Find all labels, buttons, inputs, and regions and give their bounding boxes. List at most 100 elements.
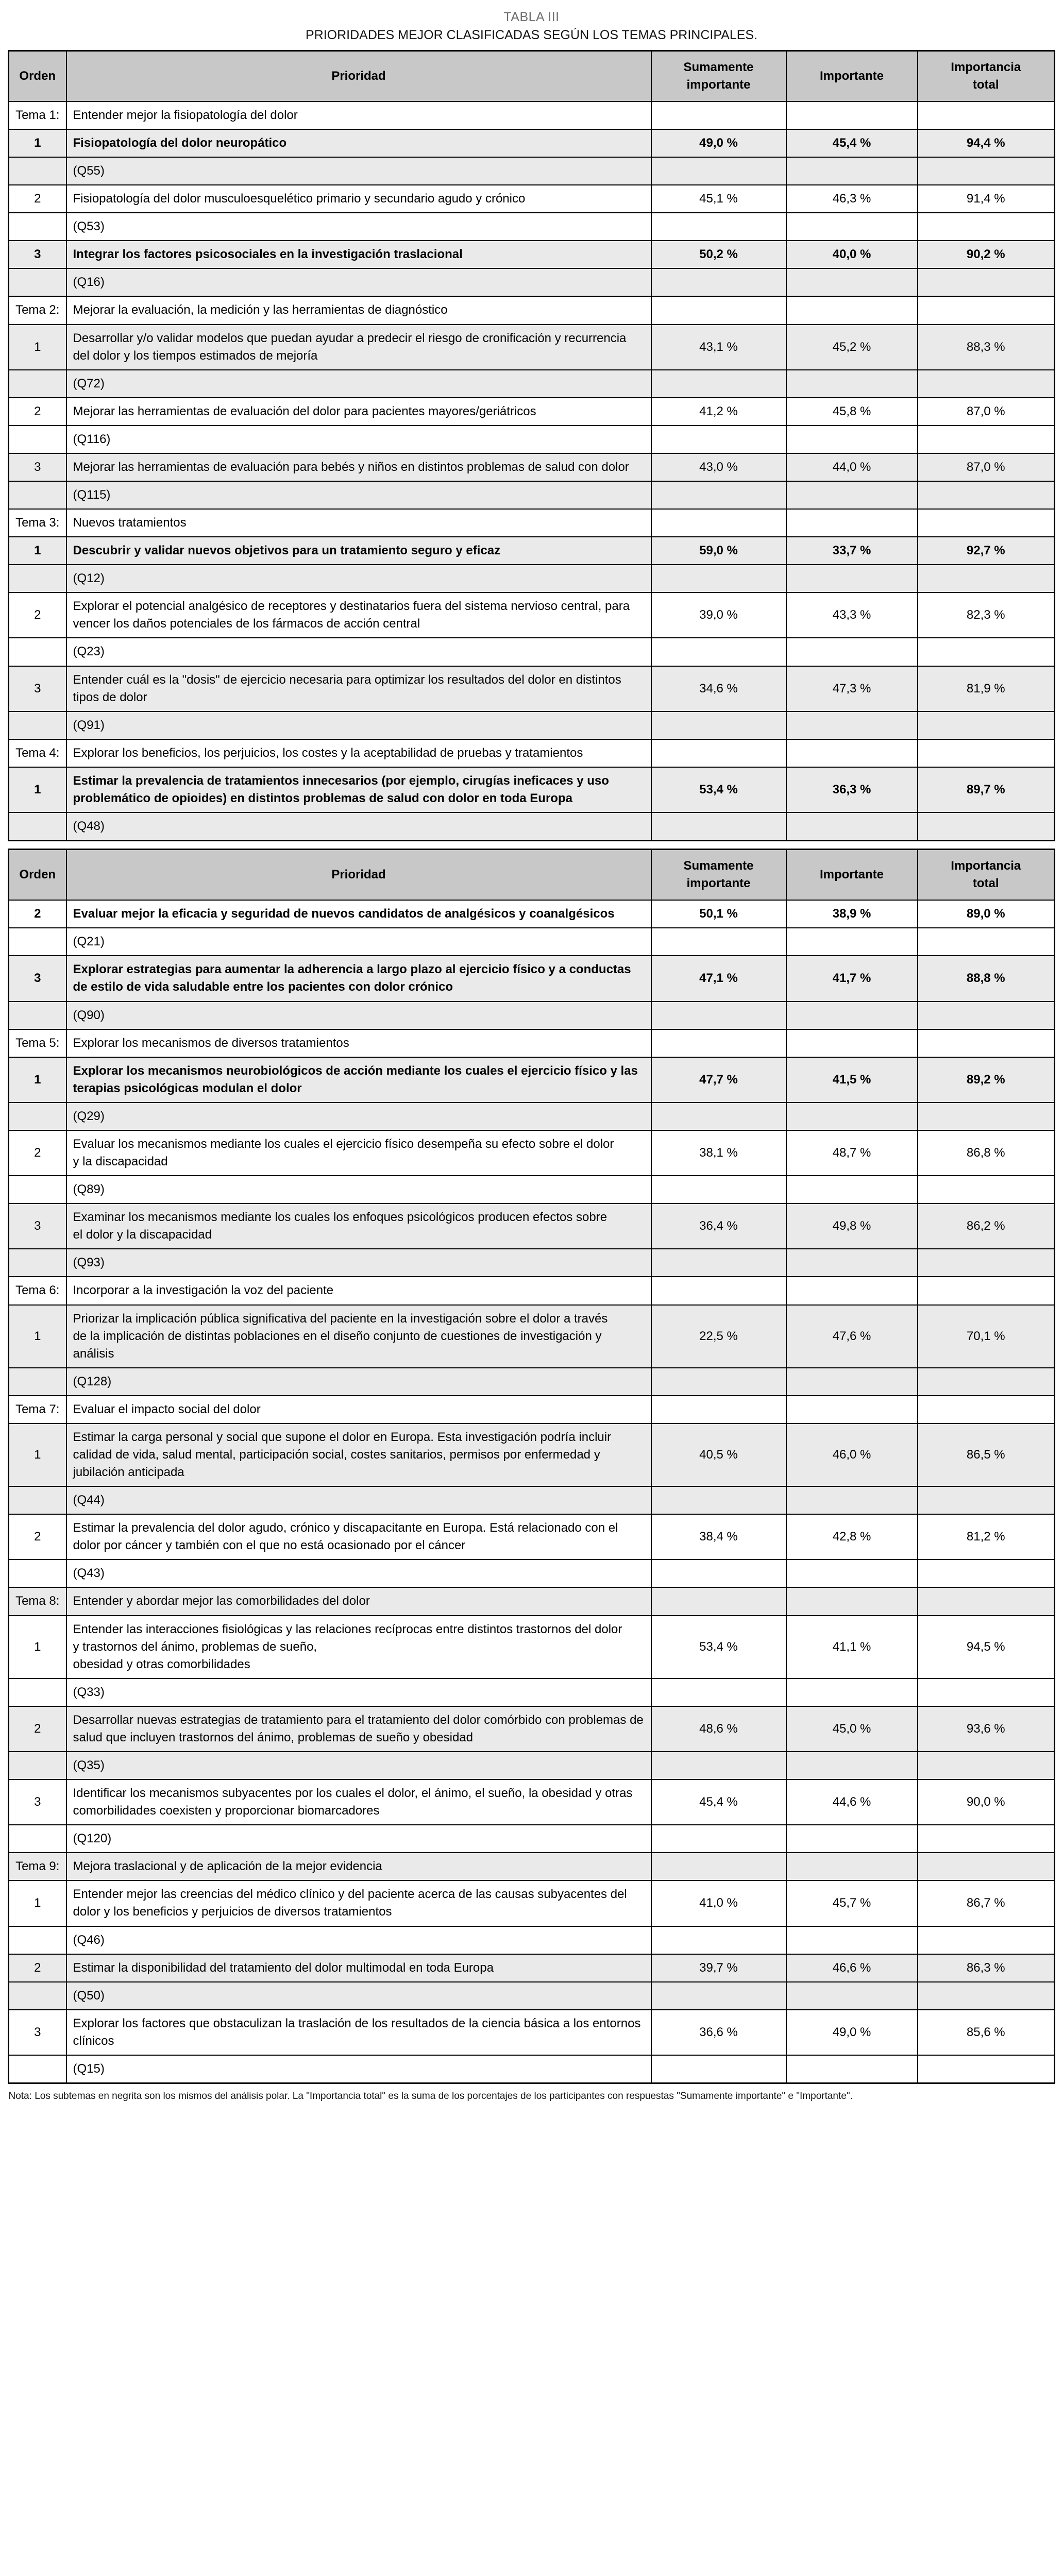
cell-importancia-total <box>917 212 1055 242</box>
table-header-row: Orden Prioridad Sumamente importante Imp… <box>8 849 1055 901</box>
cell-importante: 44,0 % <box>785 452 918 482</box>
cell-importancia-total <box>917 1395 1055 1424</box>
cell-sumamente-importante <box>650 296 787 325</box>
cell-prioridad: Desarrollar y/o validar modelos que pued… <box>65 324 652 370</box>
column-header-importante: Importante <box>785 849 918 901</box>
cell-prioridad: (Q55) <box>65 157 652 186</box>
cell-importancia-total <box>917 1276 1055 1306</box>
question-ref-row: (Q89) <box>8 1175 1055 1205</box>
cell-sumamente-importante <box>650 480 787 510</box>
cell-sumamente-importante <box>650 1395 787 1424</box>
cell-orden <box>8 927 67 957</box>
cell-orden <box>8 369 67 398</box>
cell-importancia-total: 89,7 % <box>917 766 1055 814</box>
cell-importancia-total <box>917 1559 1055 1588</box>
cell-sumamente-importante <box>650 1824 787 1854</box>
cell-importante <box>785 425 918 454</box>
cell-importante: 43,3 % <box>785 592 918 639</box>
cell-importancia-total: 92,7 % <box>917 536 1055 566</box>
cell-orden: 1 <box>8 128 67 158</box>
theme-row: Tema 4: Explorar los beneficios, los perj… <box>8 738 1055 768</box>
cell-prioridad: Incorporar a la investigación la voz del… <box>65 1276 652 1306</box>
cell-importancia-total <box>917 1925 1055 1955</box>
question-ref-row: (Q46) <box>8 1925 1055 1955</box>
cell-importancia-total <box>917 1028 1055 1058</box>
column-header-importancia-total: Importancia total <box>917 50 1055 102</box>
cell-prioridad: (Q120) <box>65 1824 652 1854</box>
cell-orden <box>8 1751 67 1781</box>
cell-orden: 2 <box>8 184 67 214</box>
cell-prioridad: Explorar estrategias para aumentar la ad… <box>65 955 652 1002</box>
cell-importante <box>785 2054 918 2084</box>
cell-prioridad: (Q44) <box>65 1486 652 1515</box>
cell-prioridad: (Q15) <box>65 2054 652 2084</box>
cell-prioridad: Examinar los mecanismos mediante los cua… <box>65 1203 652 1250</box>
cell-orden: 1 <box>8 536 67 566</box>
cell-importante <box>785 509 918 538</box>
theme-row: Tema 2: Mejorar la evaluación, la medició… <box>8 296 1055 325</box>
cell-sumamente-importante <box>650 812 787 841</box>
table-note: Nota: Los subtemas en negrita son los mi… <box>8 2091 853 2102</box>
cell-orden <box>8 1677 67 1707</box>
question-ref-row: (Q21) <box>8 927 1055 957</box>
table-row: 3 Integrar los factores psicosociales en … <box>8 240 1055 269</box>
cell-importancia-total: 89,2 % <box>917 1056 1055 1103</box>
cell-importancia-total <box>917 1486 1055 1515</box>
cell-orden <box>8 425 67 454</box>
question-ref-row: (Q43) <box>8 1559 1055 1588</box>
cell-importante <box>785 1486 918 1515</box>
column-header-orden: Orden <box>8 50 67 102</box>
cell-orden <box>8 812 67 841</box>
cell-orden: 2 <box>8 900 67 929</box>
table-body-part-1: Tema 1: Entender mejor la fisiopatología … <box>8 100 1055 841</box>
cell-sumamente-importante: 22,5 % <box>650 1304 787 1368</box>
cell-prioridad: Mejorar la evaluación, la medición y las… <box>65 296 652 325</box>
table-row: 1 Explorar los mecanismos neurobiológicos… <box>8 1056 1055 1103</box>
cell-orden: 2 <box>8 1953 67 1982</box>
cell-sumamente-importante <box>650 1248 787 1278</box>
cell-importante: 42,8 % <box>785 1514 918 1561</box>
cell-importancia-total <box>917 296 1055 325</box>
cell-sumamente-importante: 53,4 % <box>650 766 787 814</box>
cell-importante: 49,8 % <box>785 1203 918 1250</box>
cell-importancia-total: 91,4 % <box>917 184 1055 214</box>
cell-sumamente-importante: 59,0 % <box>650 536 787 566</box>
cell-prioridad: (Q16) <box>65 268 652 297</box>
theme-row: Tema 8: Entender y abordar mejor las como… <box>8 1587 1055 1616</box>
cell-orden <box>8 1001 67 1030</box>
cell-prioridad: Priorizar la implicación pública signifi… <box>65 1304 652 1368</box>
cell-sumamente-importante: 41,2 % <box>650 397 787 426</box>
cell-importante <box>785 1677 918 1707</box>
cell-importante <box>785 1925 918 1955</box>
header-line-1: Importancia <box>951 859 1021 873</box>
cell-importancia-total: 88,8 % <box>917 955 1055 1002</box>
cell-prioridad: (Q115) <box>65 480 652 510</box>
cell-importancia-total <box>917 1175 1055 1205</box>
cell-orden <box>8 637 67 667</box>
question-ref-row: (Q55) <box>8 157 1055 186</box>
cell-importancia-total: 90,0 % <box>917 1779 1055 1826</box>
theme-row: Tema 7: Evaluar el impacto social del dol… <box>8 1395 1055 1424</box>
cell-importancia-total: 86,7 % <box>917 1880 1055 1927</box>
cell-importancia-total: 93,6 % <box>917 1705 1055 1752</box>
cell-importante: 46,3 % <box>785 184 918 214</box>
cell-sumamente-importante: 43,0 % <box>650 452 787 482</box>
column-header-importancia-total: Importancia total <box>917 849 1055 901</box>
cell-prioridad: Mejorar las herramientas de evaluación d… <box>65 397 652 426</box>
table-header-row: Orden Prioridad Sumamente importante Imp… <box>8 50 1055 102</box>
header-line-2: importante <box>686 876 751 891</box>
cell-orden <box>8 1101 67 1131</box>
cell-orden: 1 <box>8 766 67 814</box>
cell-orden <box>8 1824 67 1854</box>
cell-prioridad: Evaluar el impacto social del dolor <box>65 1395 652 1424</box>
cell-importante: 45,7 % <box>785 1880 918 1927</box>
question-ref-row: (Q120) <box>8 1824 1055 1854</box>
cell-sumamente-importante <box>650 1677 787 1707</box>
cell-prioridad: Fisiopatología del dolor neuropático <box>65 128 652 158</box>
cell-sumamente-importante: 53,4 % <box>650 1615 787 1679</box>
question-ref-row: (Q50) <box>8 1981 1055 2010</box>
cell-importante <box>785 1101 918 1131</box>
cell-importante <box>785 1751 918 1781</box>
table-row: 1 Estimar la prevalencia de tratamientos … <box>8 766 1055 814</box>
question-ref-row: (Q72) <box>8 369 1055 398</box>
